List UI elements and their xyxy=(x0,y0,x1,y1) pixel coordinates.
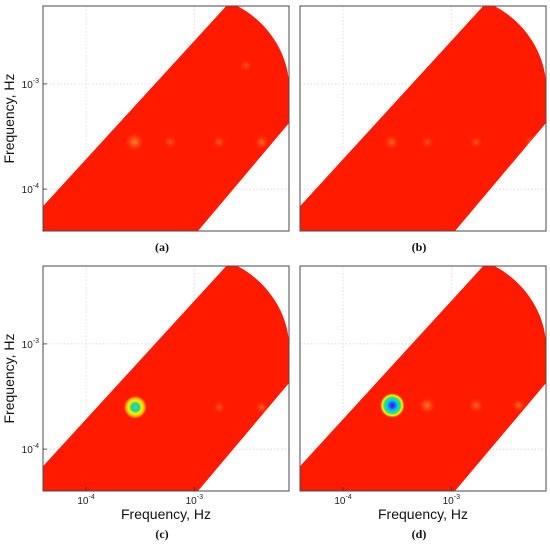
heatmap-blob xyxy=(211,399,227,415)
heatmap-blob xyxy=(523,133,540,151)
heatmap-region xyxy=(300,6,546,231)
x-axis-title: Frequency, Hz xyxy=(378,506,468,522)
heatmap-blob xyxy=(123,395,148,420)
heatmap-blob xyxy=(419,134,435,150)
heatmap-features xyxy=(123,395,270,420)
plot-frame xyxy=(42,265,290,492)
heatmap-blob xyxy=(162,134,179,150)
heatmap-region xyxy=(300,266,546,491)
heatmap-blob xyxy=(468,134,484,150)
heatmap-features xyxy=(123,58,271,153)
panel-label: (d) xyxy=(412,527,427,541)
plot-frame xyxy=(299,265,547,492)
x-tick-label: 10-4 xyxy=(334,494,351,507)
heatmap-blob xyxy=(253,133,271,151)
plot-frame xyxy=(42,5,290,232)
heatmap-blob xyxy=(379,392,406,419)
panel-label: (a) xyxy=(155,240,169,254)
x-tick-label: 10-3 xyxy=(186,494,203,507)
x-tick-label: 10-4 xyxy=(77,494,94,507)
heatmap-blob xyxy=(238,58,254,73)
heatmap-blob xyxy=(123,131,146,153)
heatmap-blob xyxy=(211,134,227,150)
heatmap-features xyxy=(379,392,527,419)
y-axis-title: Frequency, Hz xyxy=(1,334,17,424)
x-tick-label: 10-3 xyxy=(443,494,460,507)
panel-b: (b) xyxy=(299,5,547,254)
y-tick-label: 10-4 xyxy=(22,443,39,456)
plot-frame xyxy=(299,5,547,232)
heatmap-region xyxy=(43,266,289,491)
panel-a: 10-4 10-3 Frequency, Hz (a) xyxy=(1,5,290,254)
panel-label: (b) xyxy=(412,240,427,254)
heatmap-blob xyxy=(253,399,270,416)
heatmap-blob xyxy=(510,397,527,414)
y-tick-label: 10-3 xyxy=(22,338,39,351)
y-tick-label: 10-3 xyxy=(22,78,39,91)
y-tick-label: 10-4 xyxy=(22,183,39,196)
heatmap-blob xyxy=(417,395,438,416)
y-axis-title: Frequency, Hz xyxy=(1,74,17,164)
x-axis-title: Frequency, Hz xyxy=(121,506,211,522)
panel-label: (c) xyxy=(155,527,168,541)
heatmap-region xyxy=(43,6,289,231)
heatmap-blob xyxy=(467,396,485,415)
heatmap-blob xyxy=(382,133,401,151)
